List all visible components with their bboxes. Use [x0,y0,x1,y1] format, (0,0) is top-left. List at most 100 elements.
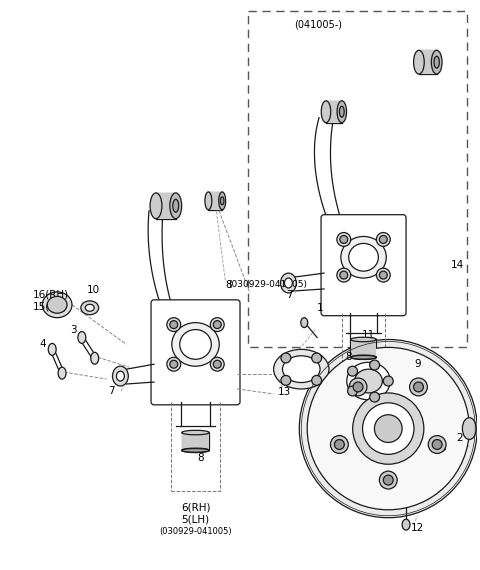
FancyBboxPatch shape [151,300,240,405]
Ellipse shape [402,519,410,530]
Ellipse shape [301,317,308,328]
Ellipse shape [117,371,124,381]
Text: (030929-041005): (030929-041005) [228,280,307,290]
Ellipse shape [337,101,347,123]
Ellipse shape [280,273,296,293]
Ellipse shape [338,355,399,408]
Circle shape [307,347,469,510]
Circle shape [376,268,390,282]
Circle shape [213,360,221,368]
Circle shape [331,435,348,453]
FancyBboxPatch shape [248,11,468,347]
Text: 5(LH): 5(LH) [181,515,210,525]
Circle shape [362,403,414,454]
Ellipse shape [349,243,378,271]
Circle shape [384,475,393,485]
Circle shape [210,317,224,332]
Ellipse shape [220,197,224,205]
Text: 2: 2 [456,434,463,443]
Text: 6(RH): 6(RH) [181,503,210,513]
Circle shape [379,471,397,489]
Circle shape [374,415,402,442]
Ellipse shape [91,352,99,364]
Circle shape [312,353,322,363]
Text: 3: 3 [71,324,77,335]
Ellipse shape [81,301,99,315]
Bar [351,340,376,357]
Text: 15(LH): 15(LH) [33,302,67,312]
Circle shape [335,439,344,450]
Bar [326,101,342,123]
Circle shape [281,376,291,385]
Text: 13: 13 [278,387,291,397]
Bar [208,192,222,210]
Ellipse shape [351,356,376,359]
Circle shape [300,340,477,518]
Ellipse shape [182,449,209,452]
Bar [182,433,209,450]
Ellipse shape [414,50,424,74]
Ellipse shape [436,444,445,451]
Ellipse shape [321,101,331,123]
Circle shape [213,321,221,328]
Ellipse shape [170,193,182,219]
Text: 1: 1 [317,303,324,313]
Circle shape [348,386,358,396]
Circle shape [210,357,224,371]
Ellipse shape [112,366,128,386]
Circle shape [348,366,358,376]
Text: 8: 8 [197,453,204,463]
Text: 7: 7 [286,290,293,300]
Ellipse shape [285,278,292,288]
Text: 10: 10 [87,285,100,295]
Circle shape [376,233,390,246]
Bar [419,50,437,74]
Circle shape [370,392,380,402]
Ellipse shape [58,367,66,379]
Text: 11: 11 [362,329,375,340]
Ellipse shape [462,418,476,439]
Text: 6(RH): 6(RH) [369,414,398,424]
Circle shape [409,378,427,396]
Text: 5(LH): 5(LH) [369,426,397,435]
Ellipse shape [48,343,56,355]
Ellipse shape [172,323,219,366]
Circle shape [428,435,446,453]
Circle shape [353,393,424,464]
Ellipse shape [432,50,442,74]
Bar [156,193,176,219]
Ellipse shape [173,200,179,212]
Text: (041005-): (041005-) [294,19,342,30]
Ellipse shape [434,56,439,68]
Ellipse shape [351,355,376,360]
Circle shape [432,439,442,450]
Ellipse shape [42,292,72,317]
Ellipse shape [219,192,226,210]
Circle shape [353,382,363,392]
Circle shape [167,317,180,332]
Circle shape [340,271,348,279]
Ellipse shape [355,369,383,393]
Text: 8: 8 [346,352,352,363]
Ellipse shape [339,106,344,117]
Ellipse shape [341,237,386,278]
Circle shape [379,271,387,279]
Ellipse shape [78,332,86,343]
Text: 14: 14 [451,260,464,270]
Text: (030929-041005): (030929-041005) [159,527,232,536]
Circle shape [337,268,351,282]
Text: 8: 8 [225,280,231,290]
Ellipse shape [182,430,209,435]
Circle shape [170,360,178,368]
Ellipse shape [150,193,162,219]
Ellipse shape [182,448,209,453]
Ellipse shape [347,363,390,400]
Circle shape [349,378,367,396]
Circle shape [337,233,351,246]
FancyBboxPatch shape [321,215,406,316]
Ellipse shape [47,296,67,314]
Circle shape [167,357,180,371]
Circle shape [281,353,291,363]
Ellipse shape [180,329,211,359]
Ellipse shape [274,349,329,389]
